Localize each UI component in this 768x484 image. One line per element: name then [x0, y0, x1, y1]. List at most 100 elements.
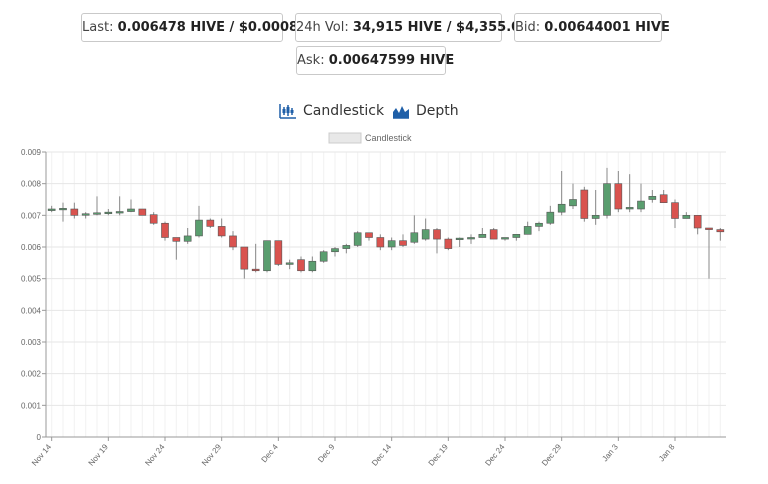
x-tick-label: Dec 19 — [427, 442, 451, 468]
candle — [319, 250, 328, 263]
stat-ask: Ask: 0.00647599 HIVE — [296, 46, 454, 75]
candle-body — [693, 215, 702, 229]
candle-body — [501, 237, 509, 240]
x-tick-label: Jan 8 — [657, 442, 677, 463]
x-tick-label: Dec 4 — [260, 442, 281, 464]
x-tick-label: Nov 24 — [143, 442, 167, 468]
y-tick-label: 0.002 — [21, 370, 42, 379]
candle-body — [648, 196, 657, 200]
candle-body — [421, 229, 430, 240]
stat-last-label: Last: — [82, 20, 118, 35]
candle — [659, 190, 668, 203]
stat-bid-value: 0.00644001 HIVE — [544, 20, 670, 35]
candle — [580, 186, 589, 222]
candle-body — [297, 259, 305, 272]
candle — [546, 205, 555, 225]
candle-body — [217, 226, 226, 237]
y-tick-label: 0.004 — [21, 306, 42, 315]
candle-body — [183, 235, 192, 242]
candle — [682, 212, 691, 219]
candle — [637, 183, 645, 213]
candle — [342, 243, 351, 254]
candle-body — [115, 211, 124, 214]
candle — [229, 231, 237, 251]
candle-body — [331, 248, 339, 253]
candle — [70, 202, 79, 219]
y-tick-label: 0 — [37, 433, 42, 442]
candle — [285, 259, 294, 270]
candle-body — [659, 194, 668, 203]
y-tick-label: 0.009 — [21, 148, 42, 157]
x-tick-label: Dec 29 — [540, 442, 564, 468]
candle — [149, 212, 158, 225]
tab-candlestick[interactable]: Candlestick — [279, 100, 384, 122]
candle — [625, 174, 634, 213]
candlestick-chart: Candlestick 0.0090.0080.0070.0060.0050.0… — [21, 132, 726, 468]
candle — [183, 228, 192, 244]
candle — [195, 205, 203, 238]
candle-body — [104, 211, 113, 214]
depth-icon — [393, 106, 409, 119]
candle-body — [614, 183, 623, 210]
candle-body — [127, 208, 135, 212]
candle-body — [376, 237, 385, 248]
y-tick-label: 0.007 — [21, 211, 42, 220]
candle — [648, 190, 657, 203]
candle-body — [195, 219, 203, 237]
candle — [104, 209, 113, 216]
candle — [47, 205, 56, 213]
tab-depth[interactable]: Depth — [392, 100, 459, 122]
candle-body — [399, 240, 407, 246]
candle-body — [671, 202, 679, 219]
y-tick-label: 0.008 — [21, 180, 42, 189]
x-tick-label: Nov 14 — [30, 442, 54, 468]
candle-body — [161, 222, 169, 238]
candle-body — [512, 234, 521, 238]
candle — [433, 228, 441, 254]
candle-body — [433, 229, 441, 240]
y-axis: 0.009 0.008 0.007 0.006 0.005 0.004 0.003 0.002… — [21, 148, 47, 442]
candle — [353, 231, 362, 247]
candle — [523, 221, 532, 235]
x-tick-label: Nov 29 — [200, 442, 224, 468]
candle — [274, 240, 283, 266]
candle — [263, 240, 271, 273]
candle — [115, 196, 124, 216]
candle-body — [580, 189, 589, 219]
stat-ask-value: 0.00647599 HIVE — [328, 53, 455, 68]
candle — [591, 190, 600, 225]
candles — [47, 167, 725, 279]
candle — [693, 215, 702, 235]
candle-body — [569, 199, 577, 207]
candle — [603, 167, 611, 219]
candle — [365, 232, 373, 241]
candle — [217, 218, 226, 238]
candle — [93, 196, 101, 216]
stat-bid: Bid: 0.00644001 HIVE — [514, 13, 670, 42]
candle-body — [716, 229, 725, 233]
candle-body — [387, 240, 396, 248]
stat-volume-value: 34,915 HIVE / $4,355.05 — [352, 20, 530, 35]
candle-body — [149, 214, 158, 224]
candle-body — [308, 260, 317, 272]
candle — [501, 237, 509, 241]
candle-body — [59, 208, 67, 211]
y-tick-label: 0.003 — [21, 338, 42, 347]
candle-body — [240, 246, 249, 270]
candle-body — [535, 222, 543, 227]
candle — [478, 228, 487, 238]
chart-legend[interactable]: Candlestick — [328, 132, 412, 144]
candle — [614, 171, 623, 213]
candle — [489, 228, 498, 240]
candle-body — [365, 232, 373, 238]
candle — [399, 234, 407, 247]
candle — [444, 237, 453, 251]
candle — [705, 227, 713, 279]
y-tick-label: 0.006 — [21, 243, 42, 252]
candle — [455, 237, 464, 247]
candle — [671, 199, 679, 228]
legend-swatch — [328, 132, 362, 144]
candle — [297, 256, 305, 273]
candle — [387, 237, 396, 251]
candle — [467, 234, 475, 244]
